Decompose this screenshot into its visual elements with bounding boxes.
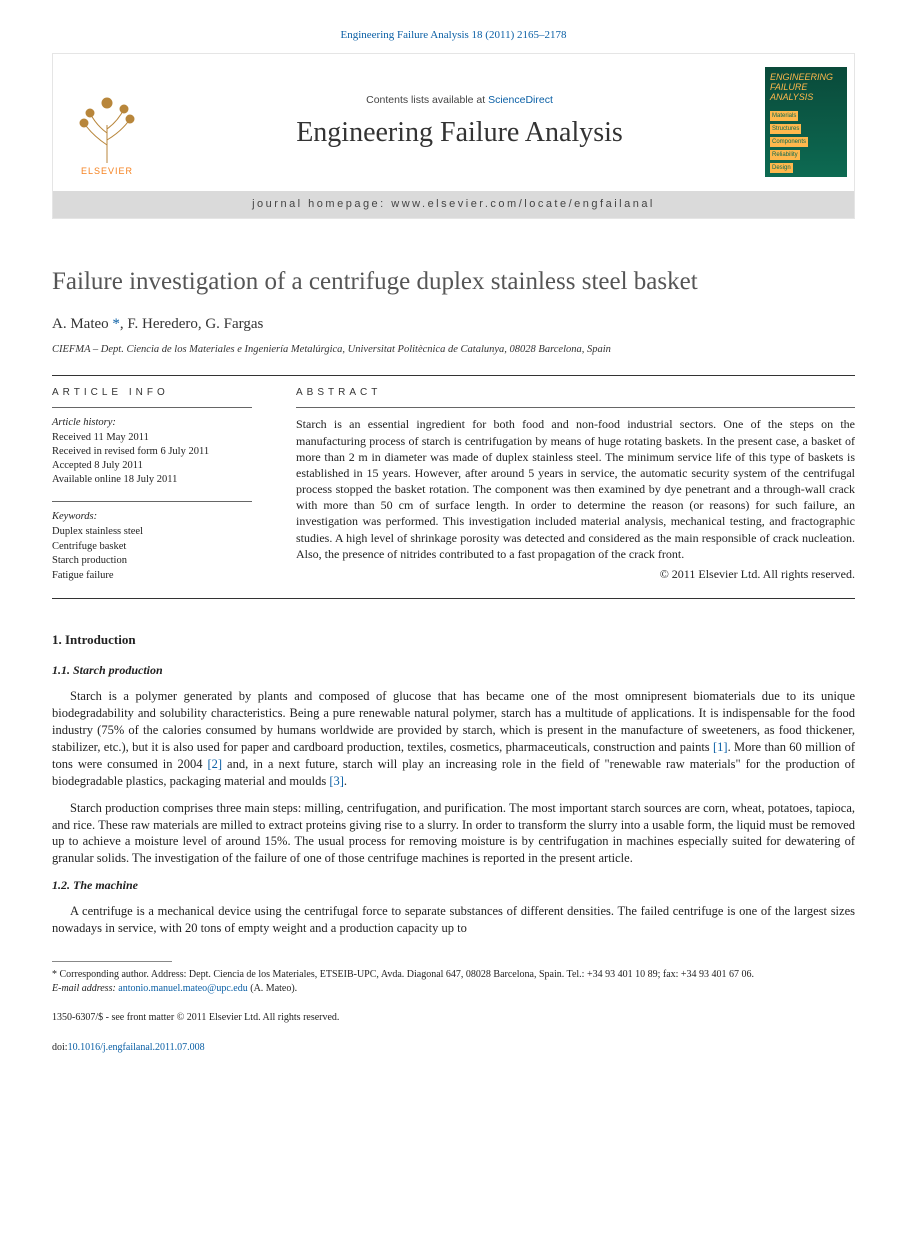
citation-link[interactable]: Engineering Failure Analysis 18 (2011) 2… bbox=[341, 29, 567, 41]
history-label: Article history: bbox=[52, 416, 252, 430]
doi-link[interactable]: 10.1016/j.engfailanal.2011.07.008 bbox=[68, 1042, 205, 1053]
email-suffix: (A. Mateo). bbox=[248, 983, 297, 994]
subsection-heading: 1.1. Starch production bbox=[52, 662, 855, 678]
article-history: Article history: Received 11 May 2011 Re… bbox=[52, 416, 252, 487]
affiliation: CIEFMA – Dept. Ciencia de los Materiales… bbox=[52, 343, 855, 357]
para-text: . bbox=[344, 774, 347, 788]
journal-homepage-bar: journal homepage: www.elsevier.com/locat… bbox=[52, 191, 855, 219]
author: A. Mateo bbox=[52, 316, 109, 332]
body-paragraph: Starch production comprises three main s… bbox=[52, 800, 855, 868]
cover-word: Materials bbox=[770, 111, 798, 121]
sciencedirect-link[interactable]: ScienceDirect bbox=[488, 94, 553, 106]
author: F. Heredero bbox=[127, 316, 197, 332]
section-heading: 1. Introduction bbox=[52, 631, 855, 649]
cover-title: ENGINEERING FAILURE ANALYSIS bbox=[770, 73, 842, 103]
corresponding-mark-link[interactable]: * bbox=[112, 316, 120, 332]
contents-line: Contents lists available at ScienceDirec… bbox=[366, 93, 553, 107]
keywords-block: Keywords: Duplex stainless steel Centrif… bbox=[52, 510, 252, 583]
subsection-heading: 1.2. The machine bbox=[52, 877, 855, 893]
tree-icon bbox=[72, 85, 142, 165]
abstract-column: ABSTRACT Starch is an essential ingredie… bbox=[296, 375, 855, 598]
article-info-heading: ARTICLE INFO bbox=[52, 386, 252, 400]
email-footnote: E-mail address: antonio.manuel.mateo@upc… bbox=[52, 982, 855, 996]
cover-word: Structures bbox=[770, 124, 801, 134]
keyword: Centrifuge basket bbox=[52, 540, 252, 555]
history-item: Available online 18 July 2011 bbox=[52, 473, 252, 487]
cover-word: Design bbox=[770, 163, 793, 173]
email-label: E-mail address: bbox=[52, 983, 116, 994]
footnote-separator bbox=[52, 961, 172, 962]
masthead: ELSEVIER Contents lists available at Sci… bbox=[52, 53, 855, 191]
cover-word: Reliability bbox=[770, 150, 800, 160]
publisher-logo-area: ELSEVIER bbox=[53, 54, 161, 191]
abstract-text: Starch is an essential ingredient for bo… bbox=[296, 416, 855, 562]
contents-prefix: Contents lists available at bbox=[366, 94, 488, 106]
article-info-column: ARTICLE INFO Article history: Received 1… bbox=[52, 375, 262, 598]
history-item: Received in revised form 6 July 2011 bbox=[52, 445, 252, 459]
front-matter-line: 1350-6307/$ - see front matter © 2011 El… bbox=[52, 1011, 855, 1025]
abstract-heading: ABSTRACT bbox=[296, 386, 855, 400]
reference-link[interactable]: [2] bbox=[207, 757, 222, 771]
doi-line: doi:10.1016/j.engfailanal.2011.07.008 bbox=[52, 1041, 855, 1055]
reference-link[interactable]: [3] bbox=[329, 774, 344, 788]
keyword: Duplex stainless steel bbox=[52, 525, 252, 540]
publisher-wordmark: ELSEVIER bbox=[81, 165, 133, 177]
journal-cover-thumb[interactable]: ENGINEERING FAILURE ANALYSIS Materials S… bbox=[765, 67, 847, 177]
citation-line: Engineering Failure Analysis 18 (2011) 2… bbox=[52, 28, 855, 43]
masthead-center: Contents lists available at ScienceDirec… bbox=[161, 54, 758, 191]
corresponding-footnote: * Corresponding author. Address: Dept. C… bbox=[52, 968, 855, 982]
body-paragraph: Starch is a polymer generated by plants … bbox=[52, 688, 855, 789]
reference-link[interactable]: [1] bbox=[713, 740, 728, 754]
info-abstract-row: ARTICLE INFO Article history: Received 1… bbox=[52, 375, 855, 599]
journal-cover-area: ENGINEERING FAILURE ANALYSIS Materials S… bbox=[758, 54, 854, 191]
cover-word: Components bbox=[770, 137, 808, 147]
authors-line: A. Mateo *, F. Heredero, G. Fargas bbox=[52, 314, 855, 334]
body-paragraph: A centrifuge is a mechanical device usin… bbox=[52, 903, 855, 937]
abstract-copyright: © 2011 Elsevier Ltd. All rights reserved… bbox=[296, 566, 855, 582]
history-item: Accepted 8 July 2011 bbox=[52, 459, 252, 473]
paper-title: Failure investigation of a centrifuge du… bbox=[52, 265, 855, 299]
doi-prefix: doi: bbox=[52, 1042, 68, 1053]
journal-name: Engineering Failure Analysis bbox=[296, 114, 623, 152]
keyword: Starch production bbox=[52, 554, 252, 569]
keyword: Fatigue failure bbox=[52, 569, 252, 584]
elsevier-logo: ELSEVIER bbox=[63, 67, 151, 177]
keywords-label: Keywords: bbox=[52, 510, 252, 525]
author: G. Fargas bbox=[205, 316, 263, 332]
history-item: Received 11 May 2011 bbox=[52, 431, 252, 445]
email-link[interactable]: antonio.manuel.mateo@upc.edu bbox=[118, 983, 247, 994]
